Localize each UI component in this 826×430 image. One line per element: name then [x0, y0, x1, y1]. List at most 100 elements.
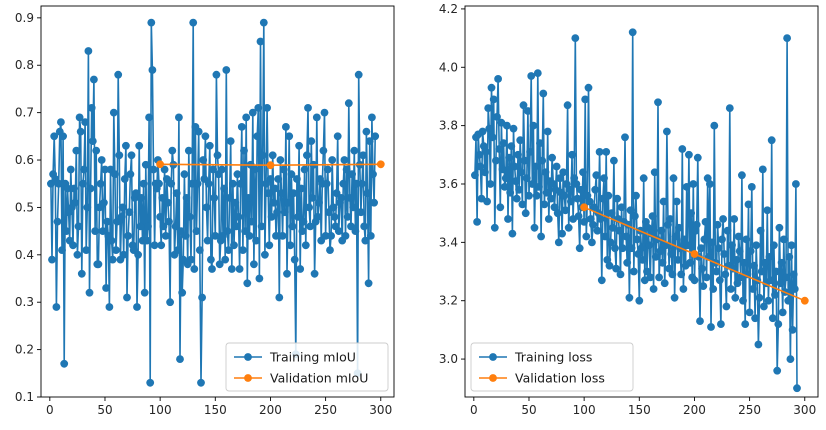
data-point [560, 191, 569, 200]
data-point [340, 156, 349, 164]
data-point [692, 220, 701, 229]
data-point [621, 133, 629, 142]
data-point [240, 146, 248, 155]
data-point [376, 160, 385, 169]
data-point [122, 141, 130, 150]
data-point [671, 232, 680, 241]
data-point [522, 174, 531, 183]
data-point [607, 209, 616, 218]
data-point [337, 194, 345, 202]
data-point [351, 227, 360, 236]
data-point [147, 18, 156, 27]
data-point [139, 179, 148, 188]
data-point [750, 261, 758, 270]
data-point [625, 293, 634, 302]
data-point [471, 171, 479, 180]
data-point [526, 148, 534, 156]
data-point [668, 270, 677, 279]
data-point [623, 258, 632, 267]
axes-frame [464, 5, 819, 398]
data-point [96, 179, 105, 188]
data-point [171, 222, 180, 231]
y-tick-label: 0.1 [15, 390, 34, 404]
x-tick-label: 0 [470, 403, 478, 417]
data-point [682, 183, 691, 191]
data-point [691, 226, 700, 235]
data-point [543, 127, 552, 136]
data-point [616, 270, 625, 279]
data-point [742, 235, 751, 244]
data-point [707, 323, 715, 331]
data-point [736, 273, 745, 282]
data-point [765, 253, 774, 261]
data-point [149, 165, 158, 174]
data-point [690, 276, 699, 285]
data-point [504, 215, 512, 223]
data-point [349, 203, 358, 212]
y-tick-label: 3.6 [439, 177, 458, 191]
data-point [209, 165, 218, 174]
data-point [108, 255, 117, 264]
data-point [258, 151, 267, 160]
data-point [500, 183, 509, 191]
data-point [180, 170, 189, 179]
data-point [215, 260, 224, 269]
data-point [648, 212, 657, 221]
data-point [634, 250, 643, 258]
data-point [315, 198, 323, 207]
data-point [536, 139, 544, 148]
data-point [295, 141, 303, 150]
data-point [617, 203, 626, 212]
data-point [515, 185, 523, 194]
data-point [524, 107, 532, 115]
data-point [267, 213, 276, 221]
data-point [301, 241, 310, 250]
data-point [539, 89, 548, 98]
data-point [696, 317, 704, 325]
x-tick-label: 150 [204, 403, 227, 417]
data-point [484, 104, 493, 112]
data-point [628, 28, 637, 37]
data-point [660, 279, 669, 288]
data-point [488, 133, 497, 142]
data-point [574, 212, 583, 221]
data-point [229, 179, 237, 188]
data-point [101, 165, 109, 174]
data-point [330, 213, 339, 221]
data-point [326, 246, 334, 255]
data-point [533, 69, 542, 77]
data-point [266, 175, 275, 183]
data-point [581, 95, 590, 104]
data-point [135, 141, 144, 150]
data-point [363, 189, 372, 198]
data-point [487, 83, 496, 92]
data-point [770, 241, 778, 250]
data-point [713, 220, 722, 229]
data-point [275, 293, 284, 302]
data-point [282, 123, 290, 131]
data-point [276, 156, 285, 164]
data-point [473, 218, 481, 226]
data-point [528, 180, 537, 188]
data-point [156, 160, 165, 169]
data-point [651, 253, 660, 261]
data-point [754, 340, 763, 349]
data-point [82, 246, 91, 255]
data-point [675, 223, 683, 232]
data-point [176, 355, 184, 363]
data-point [697, 244, 705, 253]
data-point [72, 146, 81, 155]
data-point [371, 132, 380, 141]
legend-marker [489, 353, 497, 361]
data-point [109, 108, 118, 117]
data-point [259, 18, 268, 27]
legend-entry: Validation mIoU [234, 371, 368, 386]
data-point [343, 213, 352, 221]
y-tick-label: 3.2 [439, 294, 458, 308]
data-point [678, 145, 687, 153]
data-point [498, 165, 507, 174]
data-point [237, 123, 246, 131]
data-point [307, 137, 316, 146]
data-point [731, 293, 740, 302]
data-point [516, 136, 525, 145]
